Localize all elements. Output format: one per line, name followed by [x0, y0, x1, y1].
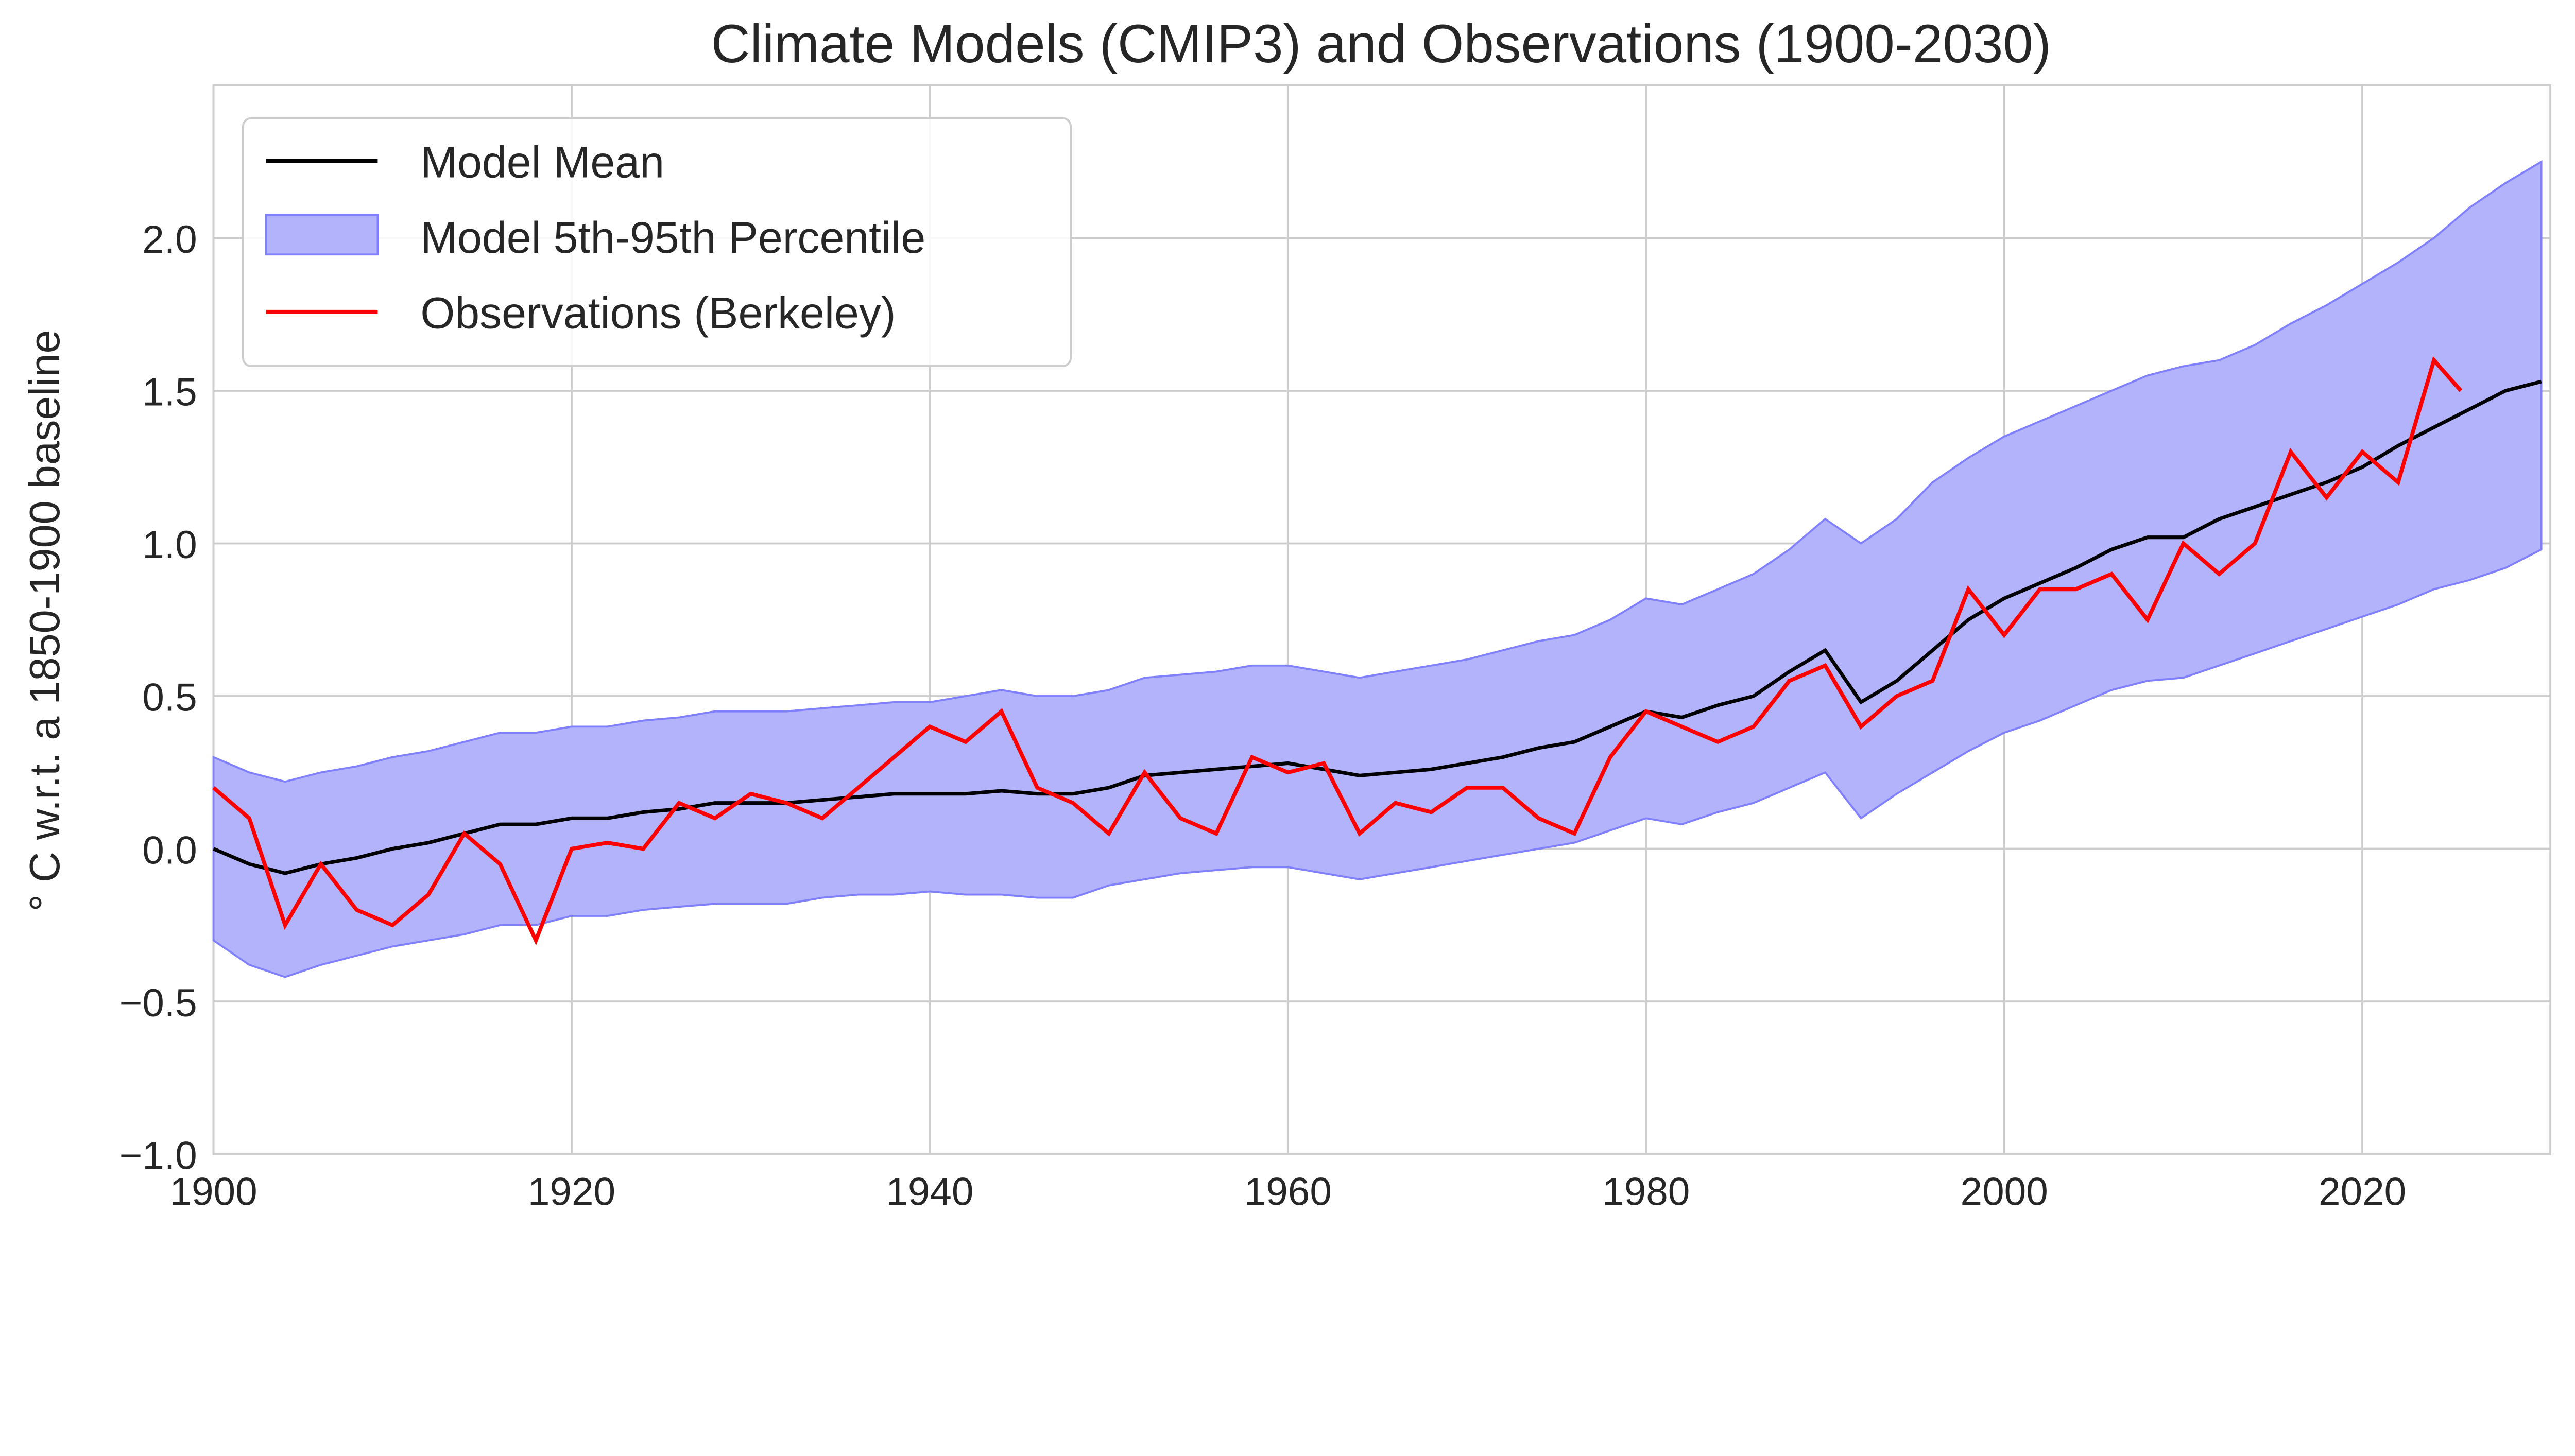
legend: Model Mean Model 5th-95th Percentile Obs…: [242, 117, 1072, 368]
x-tick-label: 1920: [528, 1170, 615, 1214]
y-tick-label: 0.5: [142, 676, 197, 720]
chart: 1900 1920 1940 1960 1980 2000 2020 −1.0 −0.5 0.0…: [21, 14, 2552, 1214]
y-tick-label: −0.5: [119, 981, 197, 1025]
x-tick-label: 1940: [886, 1170, 973, 1214]
legend-label-model-mean: Model Mean: [420, 137, 664, 187]
y-tick-label: 2.0: [142, 218, 197, 262]
legend-swatch-percentile: [265, 214, 379, 256]
x-tick-label: 1980: [1602, 1170, 1690, 1214]
y-tick-label: 0.0: [142, 828, 197, 872]
y-tick-label: −1.0: [119, 1134, 197, 1177]
x-tick-labels: 1900 1920 1940 1960 1980 2000 2020: [169, 1170, 2406, 1214]
x-tick-label: 1900: [169, 1170, 257, 1214]
y-tick-label: 1.0: [142, 523, 197, 567]
x-tick-label: 2000: [1961, 1170, 2048, 1214]
legend-box: [242, 117, 1072, 368]
y-tick-label: 1.5: [142, 371, 197, 414]
model-mean-line: [213, 379, 2542, 875]
legend-label-observations: Observations (Berkeley): [420, 289, 896, 338]
model-percentile-band: [212, 160, 2543, 978]
y-axis-label: ° C w.r.t. a 1850-1900 baseline: [21, 330, 68, 911]
observations-line: [212, 356, 2463, 946]
legend-label-percentile: Model 5th-95th Percentile: [420, 213, 925, 263]
y-tick-labels: −1.0 −0.5 0.0 0.5 1.0 1.5 2.0: [119, 218, 197, 1177]
x-tick-label: 1960: [1244, 1170, 1332, 1214]
x-tick-label: 2020: [2319, 1170, 2406, 1214]
chart-title: Climate Models (CMIP3) and Observations …: [711, 14, 2051, 74]
